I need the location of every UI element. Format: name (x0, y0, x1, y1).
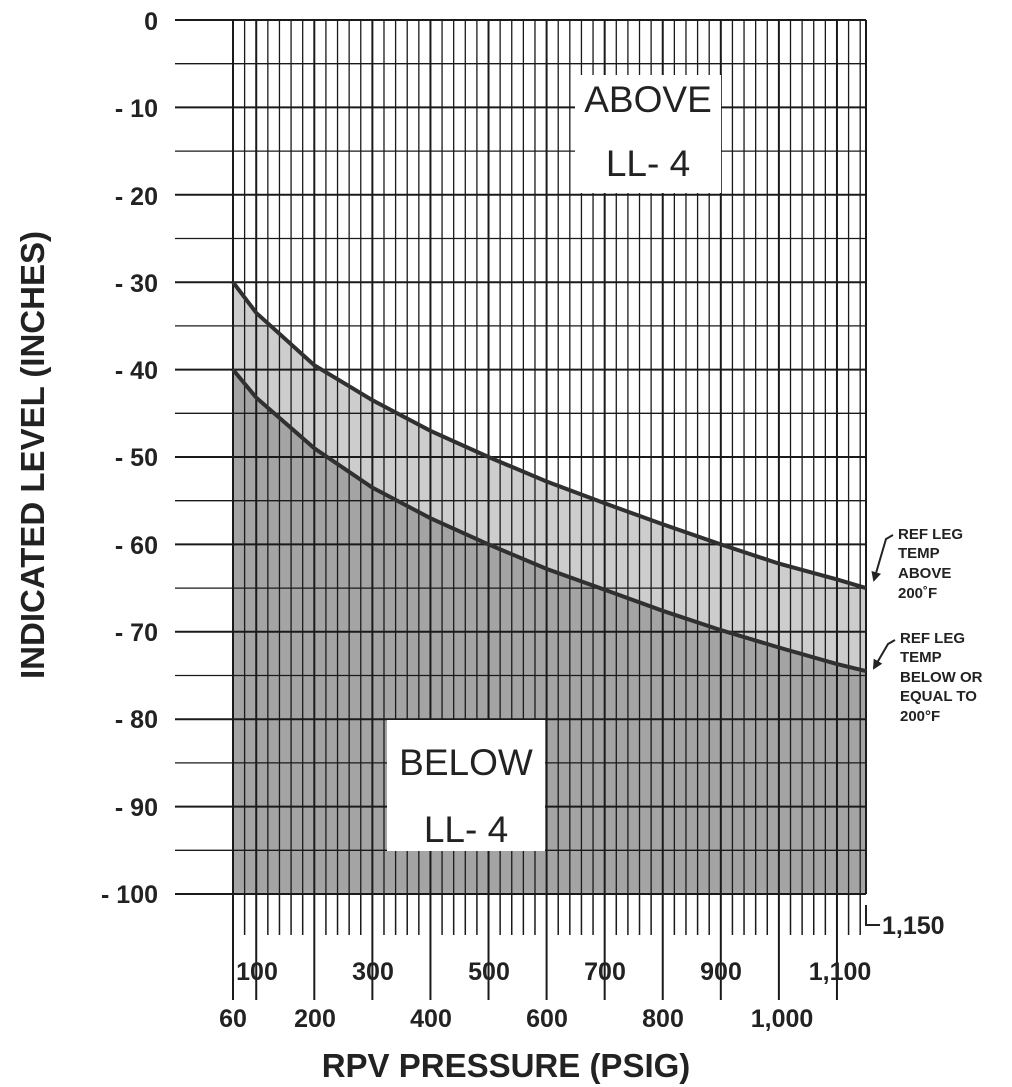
note-line: REF LEG (900, 630, 965, 647)
series-lines (231, 280, 867, 674)
y-tick-label: - 40 (115, 357, 158, 385)
x-tick-label: 100 (236, 958, 278, 986)
x-tick-label: 800 (642, 1005, 684, 1033)
below-region-label: BELOW LL- 4 (387, 720, 545, 851)
x-tick-label: 200 (294, 1005, 336, 1033)
note-line: TEMP (898, 545, 940, 562)
y-tick-label: - 90 (115, 794, 158, 822)
y-tick-label: - 100 (101, 881, 158, 909)
above-label-line-2: LL- 4 (606, 143, 690, 184)
horizontal-grid-lines (175, 19, 866, 895)
note-line: ABOVE (898, 565, 951, 582)
x-axis-title: RPV PRESSURE (PSIG) (322, 1047, 691, 1084)
y-axis-tick-labels: 0 - 10 - 20 - 30 - 40 - 50 - 60 - 70 - 8… (101, 8, 158, 909)
x-axis-tick-marks (232, 894, 861, 1000)
x-tick-label: 60 (219, 1005, 247, 1033)
x-end-label-group: 1,150 (865, 905, 945, 940)
lower-note-arrow (872, 639, 896, 670)
y-axis-title: INDICATED LEVEL (INCHES) (14, 231, 51, 679)
y-tick-label: - 60 (115, 532, 158, 560)
x-end-tick-label: 1,150 (882, 912, 945, 940)
note-line: BELOW OR (900, 669, 983, 686)
y-tick-label: - 30 (115, 270, 158, 298)
note-line: TEMP (900, 649, 942, 666)
above-region-label: ABOVE LL- 4 (575, 75, 721, 193)
series-line-ref-leg-below-200f (231, 368, 867, 674)
region-fill-between-curves (233, 282, 866, 672)
upper-curve-note: REF LEG TEMP ABOVE 200˚F (871, 526, 963, 602)
y-tick-label: - 10 (115, 95, 158, 123)
x-tick-label: 1,100 (809, 958, 872, 986)
above-label-line-1: ABOVE (584, 79, 712, 120)
note-line: 200°F (900, 708, 940, 725)
x-tick-label: 700 (584, 958, 626, 986)
y-tick-label: - 50 (115, 444, 158, 472)
y-tick-label: 0 (144, 8, 158, 36)
series-line-ref-leg-above-200f (231, 280, 867, 591)
upper-note-arrow (871, 534, 894, 582)
x-tick-label: 300 (352, 958, 394, 986)
below-label-line-2: LL- 4 (424, 809, 508, 850)
note-line: EQUAL TO (900, 688, 977, 705)
x-tick-label: 600 (526, 1005, 568, 1033)
below-label-line-1: BELOW (399, 742, 533, 783)
note-line: REF LEG (898, 526, 963, 543)
note-line: 200˚F (898, 585, 937, 602)
x-axis-tick-labels-upper: 100 300 500 700 900 1,100 (236, 958, 871, 986)
x-axis-tick-labels-lower: 60 200 400 600 800 1,000 (219, 1005, 813, 1033)
x-tick-label: 400 (410, 1005, 452, 1033)
x-tick-label: 500 (468, 958, 510, 986)
y-tick-label: - 20 (115, 183, 158, 211)
lower-curve-note: REF LEG TEMP BELOW OR EQUAL TO 200°F (872, 630, 983, 725)
x-tick-label: 1,000 (751, 1005, 814, 1033)
y-tick-label: - 70 (115, 619, 158, 647)
y-tick-label: - 80 (115, 706, 158, 734)
x-tick-label: 900 (700, 958, 742, 986)
